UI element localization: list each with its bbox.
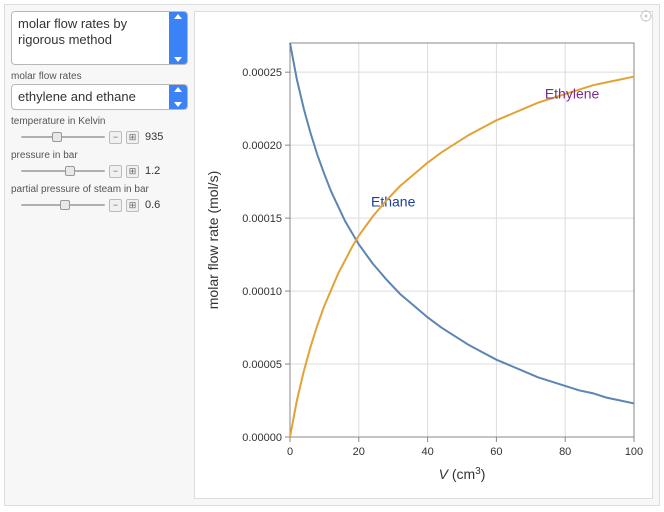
temperature-label: temperature in Kelvin: [11, 116, 188, 127]
svg-text:0.00000: 0.00000: [242, 432, 282, 444]
temperature-row: − ⊞ 935: [11, 130, 188, 144]
plus-icon[interactable]: ⊞: [126, 199, 139, 212]
svg-text:60: 60: [490, 446, 502, 458]
species-select-spinner[interactable]: [169, 85, 187, 109]
svg-text:Ethane: Ethane: [371, 193, 416, 209]
minus-icon[interactable]: −: [109, 131, 122, 144]
chevron-down-icon: [174, 102, 182, 107]
chart: 0 20 40 60 80 100 0.00000 0.00005 0.00010 0.00015…: [200, 15, 648, 495]
svg-text:Ethylene: Ethylene: [544, 85, 599, 101]
flow-rates-label: molar flow rates: [11, 71, 188, 82]
plus-icon[interactable]: ⊞: [126, 165, 139, 178]
svg-text:molar flow rate (mol/s): molar flow rate (mol/s): [205, 171, 221, 309]
svg-text:100: 100: [624, 446, 642, 458]
controls-panel: molar flow rates by rigorous method mola…: [5, 5, 194, 505]
method-select[interactable]: molar flow rates by rigorous method: [11, 11, 188, 65]
steam-value: 0.6: [145, 199, 160, 211]
pressure-slider[interactable]: [21, 164, 105, 178]
svg-text:80: 80: [559, 446, 571, 458]
app-frame: molar flow rates by rigorous method mola…: [4, 4, 660, 506]
chevron-down-icon: [174, 57, 182, 62]
steam-row: − ⊞ 0.6: [11, 198, 188, 212]
minus-icon[interactable]: −: [109, 165, 122, 178]
plus-icon[interactable]: ⊞: [126, 131, 139, 144]
steam-slider[interactable]: [21, 198, 105, 212]
svg-text:0: 0: [286, 446, 292, 458]
svg-text:20: 20: [352, 446, 364, 458]
svg-text:0.00010: 0.00010: [242, 286, 282, 298]
svg-text:0.00020: 0.00020: [242, 140, 282, 152]
pressure-label: pressure in bar: [11, 150, 188, 161]
svg-text:0.00015: 0.00015: [242, 213, 282, 225]
svg-text:40: 40: [421, 446, 433, 458]
settings-icon[interactable]: [639, 9, 653, 23]
temperature-value: 935: [145, 131, 163, 143]
chevron-up-icon: [174, 87, 182, 92]
species-select[interactable]: ethylene and ethane: [11, 84, 188, 110]
chart-pane: 0 20 40 60 80 100 0.00000 0.00005 0.00010 0.00015…: [194, 11, 653, 499]
method-select-label: molar flow rates by rigorous method: [12, 12, 169, 64]
pressure-value: 1.2: [145, 165, 160, 177]
pressure-row: − ⊞ 1.2: [11, 164, 188, 178]
species-select-label: ethylene and ethane: [12, 85, 169, 109]
svg-text:0.00025: 0.00025: [242, 67, 282, 79]
steam-label: partial pressure of steam in bar: [11, 184, 188, 195]
temperature-slider[interactable]: [21, 130, 105, 144]
svg-text:0.00005: 0.00005: [242, 359, 282, 371]
chevron-up-icon: [174, 14, 182, 19]
minus-icon[interactable]: −: [109, 199, 122, 212]
method-select-spinner[interactable]: [169, 12, 187, 64]
